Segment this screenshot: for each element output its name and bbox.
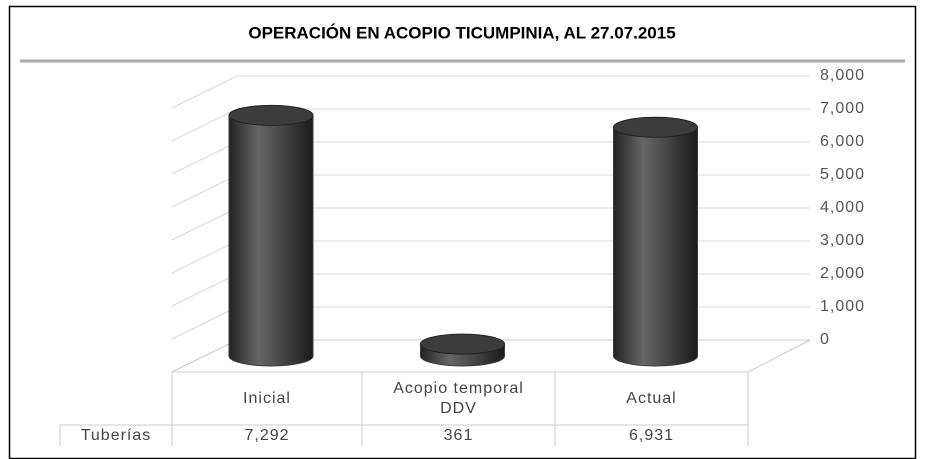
chart-title: OPERACIÓN EN ACOPIO TICUMPINIA, AL 27.07… (248, 23, 675, 42)
cylinder-top (613, 116, 698, 138)
y-tick-label: 1,000 (820, 298, 865, 315)
y-tick-label: 6,000 (820, 133, 865, 150)
y-tick-label: 5,000 (820, 166, 865, 183)
floor (171, 339, 811, 373)
row-label: Tuberías (80, 426, 152, 444)
cylinder-top (420, 333, 505, 355)
y-tick-label: 3,000 (820, 232, 865, 249)
y-tick-label: 0 (820, 331, 830, 348)
y-tick-label: 4,000 (820, 199, 865, 216)
x-tick-label: Actual (626, 390, 677, 407)
cylinder (228, 104, 314, 367)
y-tick-label: 8,000 (820, 67, 865, 84)
cylinder-body (228, 114, 314, 367)
table-value: 6,931 (628, 426, 675, 444)
x-tick-label: Inicial (243, 390, 291, 407)
marks (228, 104, 698, 367)
cylinder-body (613, 126, 698, 367)
grid-line (171, 75, 810, 109)
data-table-lines (59, 372, 749, 446)
table-value: 361 (443, 426, 474, 444)
cylinder-top (228, 104, 314, 126)
y-tick-label: 7,000 (820, 100, 865, 117)
table-value: 7,292 (244, 426, 290, 444)
x-tick-label: Acopio temporal DDV (393, 380, 524, 417)
cylinder (613, 116, 698, 367)
cylinder (420, 333, 505, 367)
y-tick-label: 2,000 (820, 265, 865, 282)
